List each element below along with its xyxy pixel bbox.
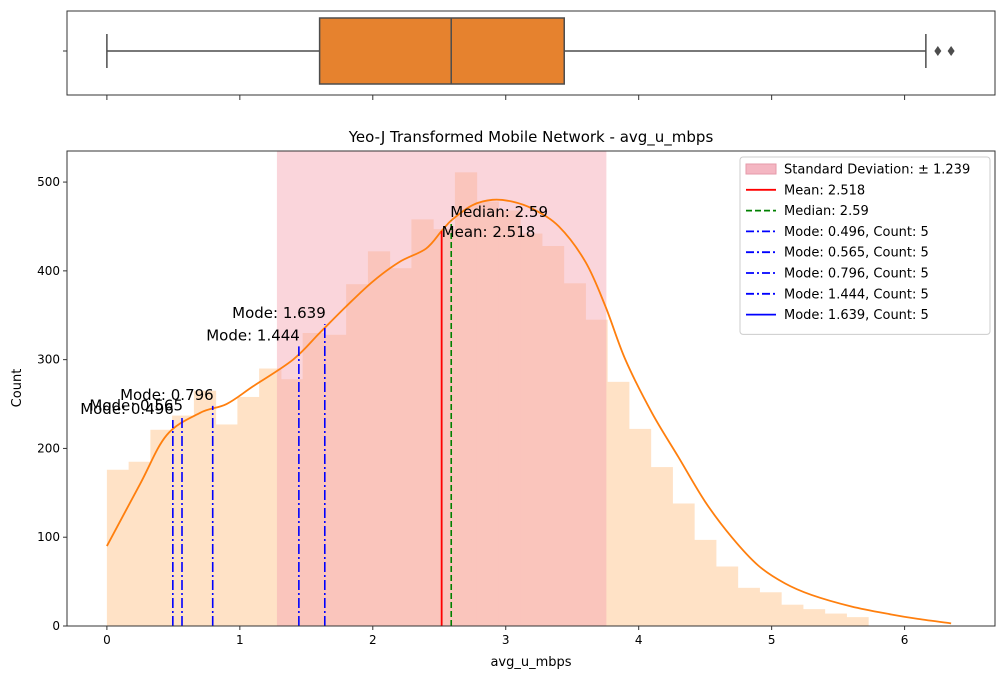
mode-annotation: Mode: 0.496 xyxy=(80,400,174,418)
median-annotation: Median: 2.59 xyxy=(450,203,548,221)
mode-annotation: Mode: 0.565 xyxy=(89,396,183,414)
histogram-bar xyxy=(193,390,217,626)
y-tick-label: 0 xyxy=(52,619,60,633)
histogram-bar xyxy=(215,424,238,626)
outlier-point xyxy=(934,46,942,56)
legend-swatch xyxy=(745,163,777,175)
histogram-bar xyxy=(302,333,325,626)
histogram-bar xyxy=(672,503,695,626)
box-iqr xyxy=(318,17,565,85)
histogram-bar xyxy=(106,469,130,626)
y-tick-label: 200 xyxy=(37,441,60,455)
boxplot-panel xyxy=(63,10,996,100)
histogram-bar xyxy=(520,233,543,626)
legend-label: Standard Deviation: ± 1.239 xyxy=(784,163,970,178)
boxplot-marks xyxy=(106,17,955,85)
histogram-bar xyxy=(476,201,499,626)
histogram-bar xyxy=(781,604,804,626)
histogram-bar xyxy=(607,381,630,626)
x-axis-ticks: 0 1 2 3 4 5 6 xyxy=(103,626,908,647)
histogram-bar xyxy=(128,461,151,626)
histogram-bar xyxy=(150,429,173,626)
y-tick-label: 100 xyxy=(37,530,60,544)
mode-annotation: Mode: 0.796 xyxy=(120,386,214,404)
legend-label: Mode: 0.796, Count: 5 xyxy=(784,267,929,282)
histogram-bar xyxy=(389,268,412,626)
histogram-bar xyxy=(694,539,717,626)
legend-box xyxy=(739,156,991,335)
x-tick-label: 0 xyxy=(103,633,111,647)
legend-label: Mode: 1.639, Count: 5 xyxy=(784,308,929,323)
legend-label: Mean: 2.518 xyxy=(784,183,865,198)
y-tick-label: 400 xyxy=(37,264,60,278)
legend-label: Mode: 1.444, Count: 5 xyxy=(784,287,929,302)
histogram-bar xyxy=(628,428,652,626)
histogram-bar xyxy=(802,609,826,626)
x-tick-label: 6 xyxy=(901,633,909,647)
x-axis-label: avg_u_mbps xyxy=(490,655,571,670)
chart-title: Yeo-J Transformed Mobile Network - avg_u… xyxy=(348,128,714,147)
stat-lines xyxy=(172,220,453,626)
histogram-panel: Yeo-J Transformed Mobile Network - avg_u… xyxy=(10,128,996,670)
legend-label: Median: 2.59 xyxy=(784,204,869,219)
legend-label: Mode: 0.565, Count: 5 xyxy=(784,246,929,261)
histogram-bar xyxy=(433,229,456,626)
y-tick-label: 500 xyxy=(37,175,60,189)
x-tick-label: 1 xyxy=(236,633,244,647)
legend-label: Mode: 0.496, Count: 5 xyxy=(784,225,929,240)
histogram-bar xyxy=(585,319,608,626)
histogram-bars xyxy=(106,172,869,626)
histogram-bar xyxy=(172,415,195,626)
y-tick-label: 300 xyxy=(37,353,60,367)
histogram-bar xyxy=(454,172,478,626)
histogram-bar xyxy=(259,368,282,626)
x-tick-label: 4 xyxy=(635,633,643,647)
histogram-bar xyxy=(846,617,869,626)
histogram-bar xyxy=(367,251,391,626)
histogram-bar xyxy=(411,219,434,626)
mode-annotation: Mode: 1.639 xyxy=(232,304,326,322)
histogram-bar xyxy=(737,587,760,626)
histogram-bar xyxy=(541,246,565,626)
x-tick-label: 3 xyxy=(502,633,510,647)
boxplot-xticks xyxy=(106,95,906,100)
x-tick-label: 5 xyxy=(768,633,776,647)
mean-annotation: Mean: 2.518 xyxy=(442,223,536,241)
x-tick-label: 2 xyxy=(369,633,377,647)
histogram-bar xyxy=(650,467,673,626)
plot-frame xyxy=(66,150,996,627)
histogram-bar xyxy=(237,396,260,626)
histogram-bar xyxy=(280,379,304,626)
histogram-bar xyxy=(324,334,347,626)
y-axis-ticks: 0 100 200 300 400 500 xyxy=(37,175,67,633)
histogram-bar xyxy=(563,283,586,626)
histogram-bar xyxy=(759,592,782,626)
kde-layer xyxy=(106,198,952,625)
histogram-bar xyxy=(715,566,739,626)
kde-curve xyxy=(106,198,952,625)
legend: Standard Deviation: ± 1.239 Mean: 2.518 Me… xyxy=(739,156,991,335)
boxplot-frame xyxy=(66,10,996,96)
y-axis-label: Count xyxy=(10,369,25,408)
histogram-bar xyxy=(498,210,521,626)
histogram-bar xyxy=(824,613,847,626)
histogram-bar xyxy=(346,284,369,626)
outlier-point xyxy=(947,46,955,56)
mode-annotation: Mode: 1.444 xyxy=(206,326,300,344)
